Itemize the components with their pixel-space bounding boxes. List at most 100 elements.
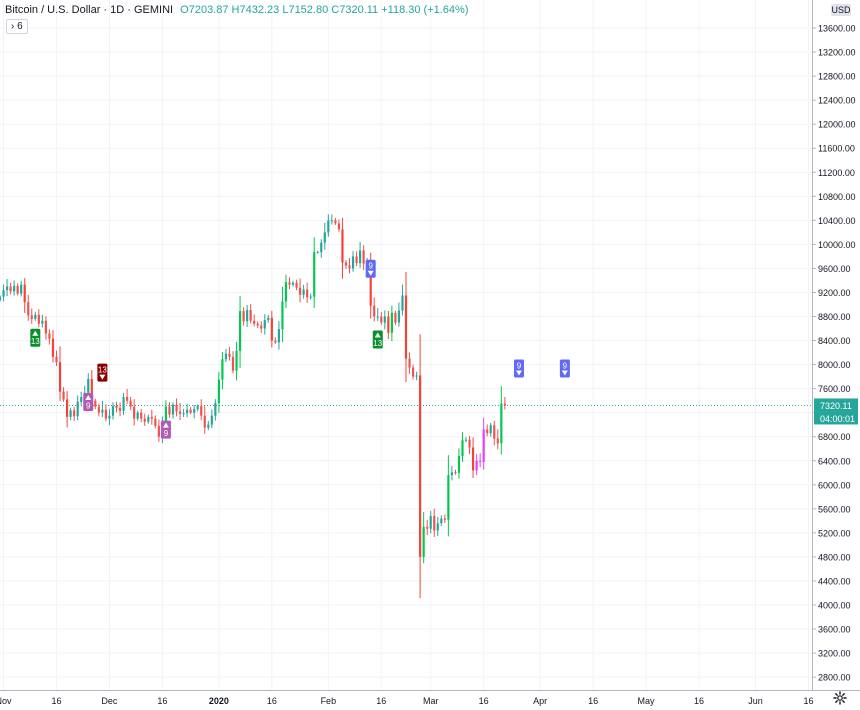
signal-marker-box xyxy=(365,259,376,278)
x-tick-label: Nov xyxy=(0,696,12,706)
candle-body xyxy=(235,350,238,371)
x-tick-label: 16 xyxy=(479,696,489,706)
candle-body xyxy=(164,406,168,425)
candle-body xyxy=(228,353,231,357)
candle-body xyxy=(104,409,108,419)
candle-body xyxy=(27,302,30,316)
candle-body xyxy=(419,375,422,557)
candle-body xyxy=(37,314,40,324)
candle-body xyxy=(316,252,319,254)
candle-body xyxy=(62,391,65,400)
candle-body xyxy=(193,409,196,413)
y-tick-label: 3200.00 xyxy=(818,649,851,659)
currency-button[interactable]: USD xyxy=(831,4,851,16)
y-tick-label: 4800.00 xyxy=(818,552,851,562)
y-tick-label: 8000.00 xyxy=(818,360,851,370)
signal-marker: 9 xyxy=(559,359,570,378)
y-tick-label: 12000.00 xyxy=(818,120,856,130)
candle-body xyxy=(9,286,12,292)
legend-change: +118.30 (+1.64%) xyxy=(381,4,469,16)
y-tick-label: 5600.00 xyxy=(818,504,851,514)
candle-body xyxy=(150,416,153,419)
candle-body xyxy=(415,375,418,377)
last-price-label-bg xyxy=(814,398,858,412)
candle-body xyxy=(306,289,309,298)
legend-open: O7203.87 xyxy=(180,4,229,16)
candle-body xyxy=(171,404,175,415)
indicators-toggle-button[interactable]: › 6 xyxy=(6,19,28,34)
y-tick-label: 10800.00 xyxy=(818,192,856,202)
candle-body xyxy=(330,220,333,222)
signal-marker-label: 9 xyxy=(517,361,522,370)
x-tick-label: 16 xyxy=(694,696,704,706)
candle-body xyxy=(2,290,5,297)
candle-body xyxy=(288,282,291,285)
candle-body xyxy=(468,439,471,448)
x-tick-label: 16 xyxy=(157,696,167,706)
x-tick-label: 16 xyxy=(51,696,61,706)
triangle-down-icon xyxy=(561,370,568,376)
candle-body xyxy=(355,256,358,264)
candle-body xyxy=(69,410,72,417)
candle-body xyxy=(482,429,485,462)
settings-button[interactable] xyxy=(828,688,852,708)
candle-body xyxy=(351,256,355,269)
signal-marker-box xyxy=(559,359,570,378)
signal-marker: 13 xyxy=(30,328,41,347)
triangle-up-icon xyxy=(85,395,92,401)
candle-body xyxy=(249,309,252,321)
x-tick-label: Feb xyxy=(321,696,337,706)
signal-marker: 9 xyxy=(83,393,94,412)
candle-body xyxy=(362,250,365,264)
candle-body xyxy=(337,223,341,230)
candle-body xyxy=(200,406,203,416)
candle-body xyxy=(496,438,499,444)
candle-body xyxy=(376,316,379,318)
candle-body xyxy=(471,447,475,471)
signal-marker-label: 9 xyxy=(368,262,373,271)
triangle-up-icon xyxy=(32,330,39,336)
candle-body xyxy=(58,362,62,392)
y-tick-label: 4000.00 xyxy=(818,601,851,611)
candle-body xyxy=(253,320,256,324)
candle-body xyxy=(186,409,189,414)
candle-body xyxy=(284,282,288,302)
candle-body xyxy=(133,406,136,419)
y-tick-label: 2800.00 xyxy=(818,673,851,683)
candle-body xyxy=(313,252,316,297)
candle-body xyxy=(327,220,330,233)
candle-body xyxy=(408,358,411,368)
legend-low: L7152.80 xyxy=(282,4,329,16)
symbol-title[interactable]: Bitcoin / U.S. Dollar · 1D · GEMINI xyxy=(5,4,174,16)
x-tick-label: 16 xyxy=(588,696,598,706)
candle-body xyxy=(457,455,461,473)
candle-body xyxy=(34,314,37,319)
y-tick-label: 4400.00 xyxy=(818,576,851,586)
candle-body xyxy=(479,460,482,462)
candle-body xyxy=(422,526,425,557)
x-tick-label: 16 xyxy=(803,696,813,706)
candle-body xyxy=(298,287,302,295)
candle-body xyxy=(108,415,111,419)
candle-body xyxy=(20,284,23,294)
candle-body xyxy=(475,460,478,471)
candle-body xyxy=(309,296,312,298)
candle-body xyxy=(373,305,376,317)
candle-body xyxy=(464,439,468,441)
candle-body xyxy=(397,310,401,323)
candle-body xyxy=(196,406,199,410)
candle-body xyxy=(348,265,351,269)
y-tick-label: 8400.00 xyxy=(818,336,851,346)
candle-body xyxy=(344,262,348,266)
signal-marker-label: 13 xyxy=(373,339,382,348)
candle-body xyxy=(323,232,326,243)
y-tick-label: 7600.00 xyxy=(818,384,851,394)
x-tick-label: 16 xyxy=(376,696,386,706)
candle-body xyxy=(143,418,146,422)
x-tick-label: 16 xyxy=(267,696,277,706)
signal-marker: 13 xyxy=(372,330,383,349)
candle-body xyxy=(210,415,213,425)
signal-marker-box xyxy=(513,359,524,378)
